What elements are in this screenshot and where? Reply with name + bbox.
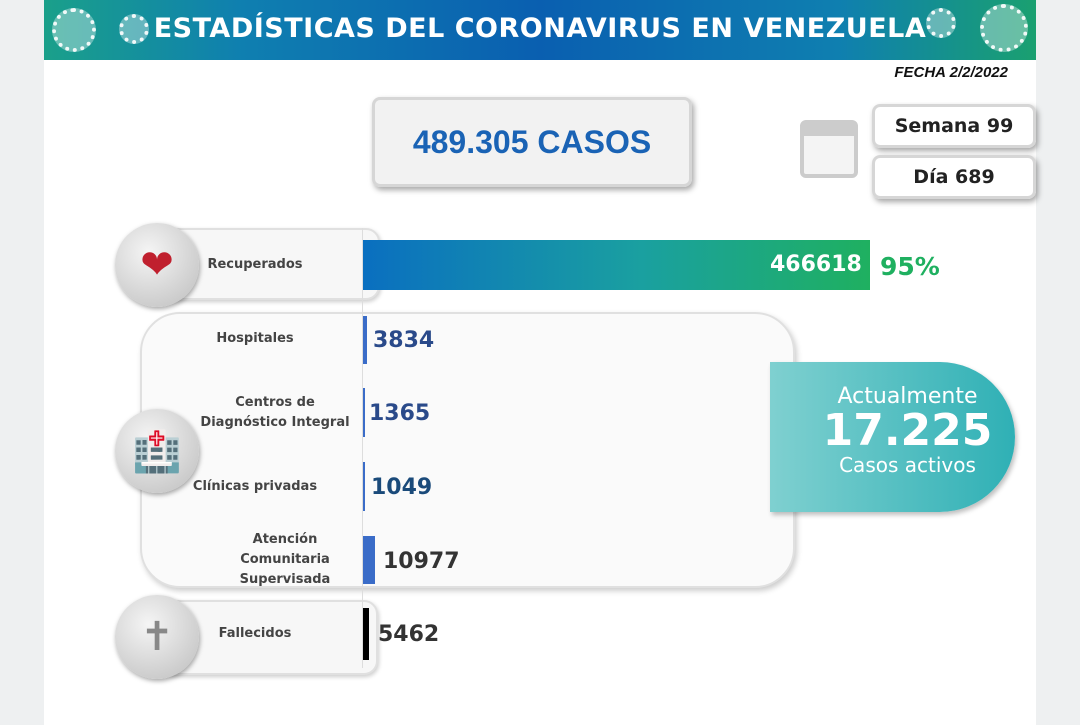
bar-acs — [363, 536, 375, 584]
percent-recuperados: 95% — [880, 252, 940, 281]
total-cases-box: 489.305 CASOS — [372, 97, 692, 187]
bar-hospitales — [363, 316, 368, 364]
bar-cdi — [363, 388, 365, 437]
label-acs: Atención Comunitaria Supervisada — [239, 532, 331, 587]
active-prefix: Actualmente — [837, 384, 978, 409]
value-cdi: 1365 — [369, 401, 431, 426]
virus-icon — [980, 4, 1028, 52]
virus-icon — [119, 14, 149, 44]
label-fallecidos: Fallecidos — [218, 626, 292, 641]
bar-fallecidos — [363, 608, 369, 660]
active-cases-badge: Actualmente 17.225 Casos activos — [770, 362, 1015, 512]
value-hospitales: 3834 — [373, 328, 435, 353]
active-suffix: Casos activos — [839, 453, 976, 477]
hospital-building-icon: 🏥 — [115, 409, 199, 493]
report-date: FECHA 2/2/2022 — [894, 64, 1008, 81]
day-box: Día 689 — [872, 155, 1036, 199]
week-box: Semana 99 — [872, 104, 1036, 148]
heart-pulse-icon: ❤ — [115, 223, 199, 307]
bar-clinicas — [363, 462, 365, 511]
virus-icon — [926, 8, 956, 38]
bar-recuperados — [363, 240, 870, 290]
page-title: ESTADÍSTICAS DEL CORONAVIRUS EN VENEZUEL… — [153, 13, 927, 44]
tombstone-icon: ✝ — [115, 595, 199, 679]
calendar-icon — [800, 120, 858, 178]
active-value: 17.225 — [822, 405, 993, 456]
value-acs: 10977 — [383, 549, 460, 574]
value-clinicas: 1049 — [371, 475, 433, 500]
label-hospitales: Hospitales — [216, 331, 294, 346]
header-banner: ESTADÍSTICAS DEL CORONAVIRUS EN VENEZUEL… — [44, 0, 1036, 60]
value-recuperados: 466618 — [770, 252, 862, 277]
value-fallecidos: 5462 — [378, 622, 440, 647]
virus-icon — [52, 8, 96, 52]
label-cdi: Centros de Diagnóstico Integral — [200, 395, 350, 430]
axis-line — [362, 228, 363, 668]
label-clinicas: Clínicas privadas — [192, 479, 318, 494]
label-recuperados: Recuperados — [207, 257, 303, 272]
